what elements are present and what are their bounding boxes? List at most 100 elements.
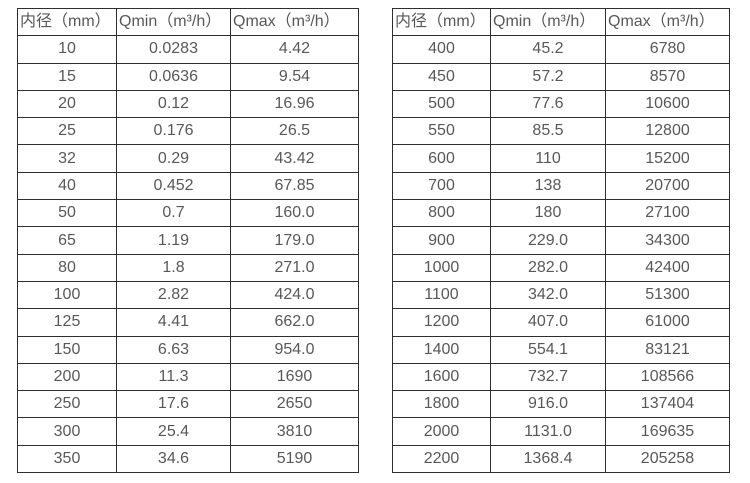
table-cell: 0.29 — [116, 144, 231, 173]
table-cell: 51300 — [605, 280, 730, 310]
table-cell: 10600 — [605, 89, 730, 119]
table-cell: 42400 — [605, 253, 730, 282]
col-header-qmax: Qmax（m³/h） — [230, 7, 359, 37]
table-cell: 0.0283 — [116, 35, 231, 64]
table-cell: 800 — [392, 199, 491, 228]
table-cell: 1100 — [392, 280, 491, 310]
table-row: 300 25.4 3810 — [17, 417, 359, 446]
table-cell: 4.42 — [230, 35, 359, 64]
table-row: 10 0.0283 4.42 — [17, 35, 359, 64]
table-cell: 554.1 — [490, 335, 606, 364]
table-cell: 550 — [392, 117, 491, 146]
table-cell: 45.2 — [490, 35, 606, 64]
table-row: 550 85.5 12800 — [392, 117, 730, 146]
table-cell: 2200 — [392, 444, 491, 474]
table-row: 1200 407.0 61000 — [392, 308, 730, 337]
table-cell: 0.12 — [116, 89, 231, 119]
table-row: 600 110 15200 — [392, 144, 730, 173]
table-cell: 2000 — [392, 417, 491, 446]
table-row: 1600 732.7 108566 — [392, 362, 730, 392]
table-row: 2000 1131.0 169635 — [392, 417, 730, 446]
table-cell: 0.0636 — [116, 62, 231, 91]
table-cell: 916.0 — [490, 390, 606, 419]
table-cell: 20 — [17, 89, 117, 119]
table-cell: 1368.4 — [490, 444, 606, 474]
table-cell: 205258 — [605, 444, 730, 474]
table-cell: 350 — [17, 444, 117, 474]
table-cell: 300 — [17, 417, 117, 446]
table-header-row: 内径（mm） Qmin（m³/h） Qmax（m³/h） — [392, 7, 730, 37]
table-cell: 34300 — [605, 226, 730, 255]
table-cell: 57.2 — [490, 62, 606, 91]
col-header-inner-diameter: 内径（mm） — [392, 7, 491, 37]
col-header-qmax: Qmax（m³/h） — [605, 7, 730, 37]
table-row: 100 2.82 424.0 — [17, 280, 359, 310]
table-cell: 282.0 — [490, 253, 606, 282]
table-cell: 180 — [490, 199, 606, 228]
table-cell: 1800 — [392, 390, 491, 419]
table-cell: 110 — [490, 144, 606, 173]
table-cell: 3810 — [230, 417, 359, 446]
table-header-row: 内径（mm） Qmin（m³/h） Qmax（m³/h） — [17, 7, 359, 37]
col-header-qmin: Qmin（m³/h） — [490, 7, 606, 37]
table-cell: 0.176 — [116, 117, 231, 146]
table-cell: 424.0 — [230, 280, 359, 310]
table-row: 125 4.41 662.0 — [17, 308, 359, 337]
table-cell: 1000 — [392, 253, 491, 282]
table-cell: 27100 — [605, 199, 730, 228]
table-cell: 200 — [17, 362, 117, 392]
table-cell: 160.0 — [230, 199, 359, 228]
table-row: 1000 282.0 42400 — [392, 253, 730, 282]
table-row: 32 0.29 43.42 — [17, 144, 359, 173]
table-cell: 20700 — [605, 171, 730, 201]
table-row: 700 138 20700 — [392, 171, 730, 201]
table-cell: 6780 — [605, 35, 730, 64]
table-cell: 11.3 — [116, 362, 231, 392]
table-cell: 10 — [17, 35, 117, 64]
table-cell: 400 — [392, 35, 491, 64]
table-body: 400 45.2 6780 450 57.2 8570 500 77.6 10600 550 85.… — [392, 35, 730, 474]
table-row: 1100 342.0 51300 — [392, 280, 730, 310]
table-body: 10 0.0283 4.42 15 0.0636 9.54 20 0.12 16.96 25 0.1… — [17, 35, 359, 474]
table-cell: 77.6 — [490, 89, 606, 119]
table-cell: 125 — [17, 308, 117, 337]
table-cell: 1.19 — [116, 226, 231, 255]
table-cell: 80 — [17, 253, 117, 282]
table-cell: 250 — [17, 390, 117, 419]
table-row: 900 229.0 34300 — [392, 226, 730, 255]
table-row: 20 0.12 16.96 — [17, 89, 359, 119]
table-cell: 6.63 — [116, 335, 231, 364]
table-cell: 0.452 — [116, 171, 231, 201]
table-cell: 50 — [17, 199, 117, 228]
table-cell: 1600 — [392, 362, 491, 392]
table-row: 25 0.176 26.5 — [17, 117, 359, 146]
table-cell: 25 — [17, 117, 117, 146]
table-cell: 108566 — [605, 362, 730, 392]
table-row: 800 180 27100 — [392, 199, 730, 228]
table-row: 250 17.6 2650 — [17, 390, 359, 419]
table-cell: 600 — [392, 144, 491, 173]
table-cell: 65 — [17, 226, 117, 255]
table-cell: 17.6 — [116, 390, 231, 419]
table-cell: 0.7 — [116, 199, 231, 228]
table-row: 65 1.19 179.0 — [17, 226, 359, 255]
table-cell: 138 — [490, 171, 606, 201]
table-cell: 1200 — [392, 308, 491, 337]
table-cell: 67.85 — [230, 171, 359, 201]
table-row: 80 1.8 271.0 — [17, 253, 359, 282]
table-cell: 954.0 — [230, 335, 359, 364]
table-cell: 1400 — [392, 335, 491, 364]
table-row: 200 11.3 1690 — [17, 362, 359, 392]
table-row: 500 77.6 10600 — [392, 89, 730, 119]
table-cell: 5190 — [230, 444, 359, 474]
table-cell: 500 — [392, 89, 491, 119]
table-cell: 700 — [392, 171, 491, 201]
table-cell: 900 — [392, 226, 491, 255]
table-cell: 2650 — [230, 390, 359, 419]
table-row: 150 6.63 954.0 — [17, 335, 359, 364]
table-row: 50 0.7 160.0 — [17, 199, 359, 228]
table-cell: 137404 — [605, 390, 730, 419]
table-cell: 15200 — [605, 144, 730, 173]
table-cell: 271.0 — [230, 253, 359, 282]
